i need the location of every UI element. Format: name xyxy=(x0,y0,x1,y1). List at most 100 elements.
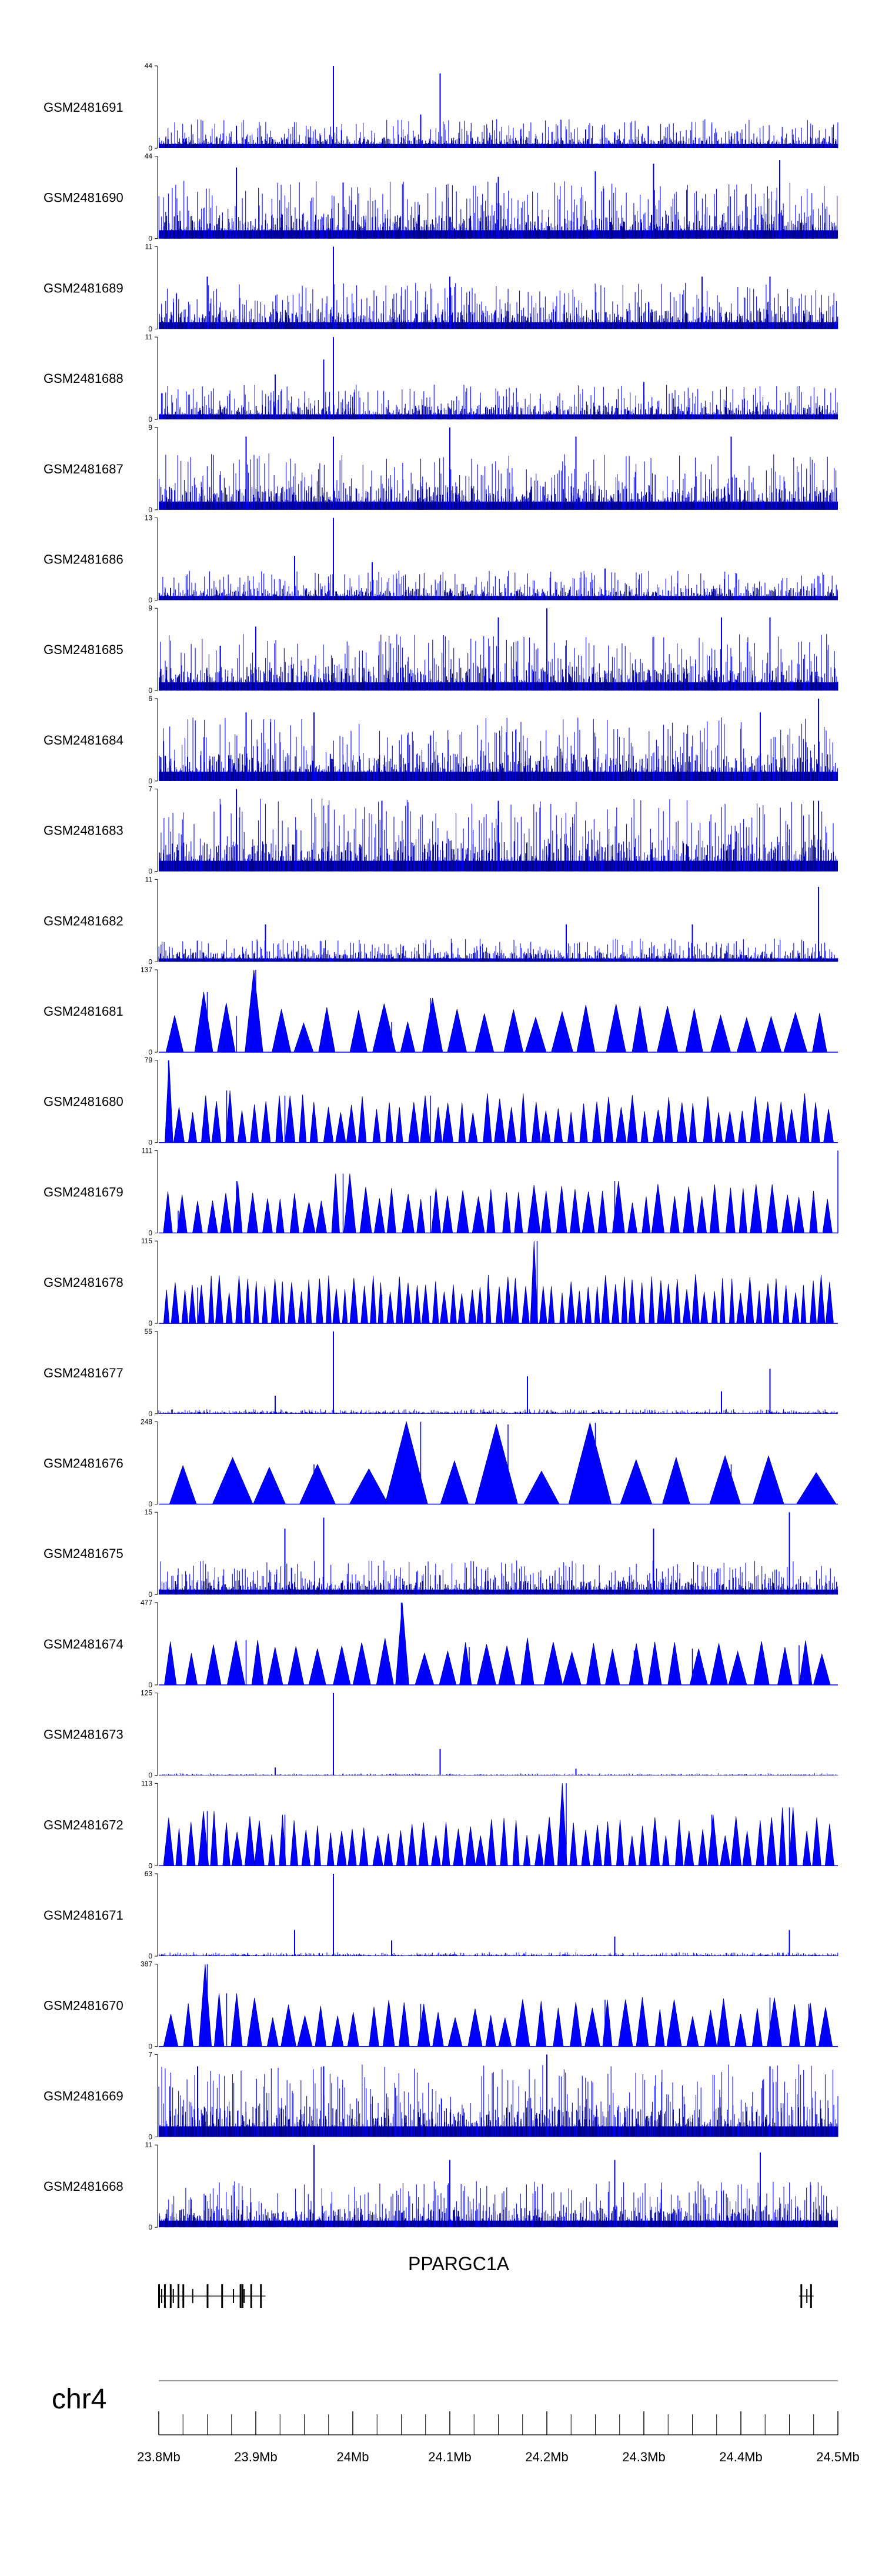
track-GSM2481684: GSM2481684 6 0 xyxy=(44,695,838,785)
y-max-label: 11 xyxy=(145,2141,153,2149)
x-tick-label: 24.1Mb xyxy=(428,2450,471,2464)
y-max-label: 11 xyxy=(145,333,153,341)
track-name: GSM2481688 xyxy=(44,371,123,386)
track-name: GSM2481684 xyxy=(44,733,123,748)
y-max-label: 115 xyxy=(141,1237,152,1245)
coverage-noise xyxy=(158,181,838,239)
track-GSM2481671: GSM2481671 63 0 xyxy=(44,1870,838,1960)
y-max-label: 11 xyxy=(145,875,153,883)
y-max-label: 13 xyxy=(145,514,153,522)
track-name: GSM2481687 xyxy=(44,462,123,476)
exon xyxy=(806,2289,808,2303)
exon xyxy=(239,2284,242,2308)
coverage-triangles xyxy=(169,1420,837,1504)
gene-track: PPARGC1A xyxy=(158,2253,814,2308)
coverage-noise-dark xyxy=(159,840,834,872)
track-GSM2481691: GSM2481691 44 0 xyxy=(44,62,838,152)
track-GSM2481673: GSM2481673 125 0 xyxy=(44,1689,838,1780)
track-name: GSM2481674 xyxy=(44,1637,123,1651)
coverage-noise xyxy=(159,282,837,329)
track-name: GSM2481668 xyxy=(44,2179,123,2194)
track-GSM2481687: GSM2481687 9 0 xyxy=(44,423,838,514)
track-name: GSM2481689 xyxy=(44,281,123,295)
coverage-noise-dark xyxy=(159,666,838,691)
y-zero-label: 0 xyxy=(148,415,152,423)
chromosome-label: chr4 xyxy=(52,2384,106,2415)
coverage-baseline xyxy=(159,958,838,962)
exon xyxy=(810,2284,812,2308)
y-zero-label: 0 xyxy=(148,1048,152,1056)
coverage-noise xyxy=(159,453,837,510)
track-GSM2481670: GSM2481670 387 0 xyxy=(44,1960,838,2051)
track-name: GSM2481678 xyxy=(44,1275,123,1290)
coverage-baseline xyxy=(159,1775,838,1776)
exon xyxy=(250,2284,252,2308)
track-name: GSM2481691 xyxy=(44,100,123,115)
coverage-noise-dark xyxy=(164,214,837,239)
track-name: GSM2481669 xyxy=(44,2088,123,2103)
y-max-label: 9 xyxy=(148,423,152,432)
track-GSM2481683: GSM2481683 7 0 xyxy=(44,785,838,876)
track-GSM2481672: GSM2481672 113 0 xyxy=(44,1779,838,1870)
x-tick-label: 24.2Mb xyxy=(525,2450,568,2464)
coverage-triangles xyxy=(163,1173,833,1233)
y-max-label: 15 xyxy=(145,1508,153,1516)
coverage-noise-dark xyxy=(159,136,837,148)
coverage-noise xyxy=(159,1560,838,1595)
exon xyxy=(161,2289,162,2303)
track-name: GSM2481681 xyxy=(44,1004,123,1019)
y-max-label: 387 xyxy=(141,1960,152,1968)
gene-models xyxy=(158,2284,814,2308)
coverage-baseline xyxy=(159,2220,838,2228)
y-max-label: 125 xyxy=(141,1689,152,1697)
coverage-noise-dark xyxy=(161,309,838,329)
exon xyxy=(163,2284,166,2308)
y-zero-label: 0 xyxy=(148,2133,152,2141)
y-zero-label: 0 xyxy=(148,506,152,514)
coverage-noise-dark xyxy=(160,486,834,510)
y-max-label: 248 xyxy=(141,1418,152,1426)
y-zero-label: 0 xyxy=(148,777,152,785)
track-name: GSM2481670 xyxy=(44,1998,123,2013)
coverage-noise-dark xyxy=(158,952,835,962)
coverage-noise-dark xyxy=(159,1774,833,1776)
exon xyxy=(800,2284,803,2308)
coverage-triangles xyxy=(165,969,827,1053)
y-max-label: 55 xyxy=(145,1327,153,1336)
y-zero-label: 0 xyxy=(148,325,152,333)
y-max-label: 44 xyxy=(145,152,153,161)
y-zero-label: 0 xyxy=(148,235,152,243)
track-GSM2481681: GSM2481681 137 0 xyxy=(44,966,838,1056)
y-zero-label: 0 xyxy=(148,1229,152,1237)
exon xyxy=(206,2284,209,2308)
y-max-label: 7 xyxy=(148,785,152,793)
track-GSM2481676: GSM2481676 248 0 xyxy=(44,1418,838,1509)
y-zero-label: 0 xyxy=(148,686,152,695)
track-GSM2481678: GSM2481678 115 0 xyxy=(44,1237,838,1327)
x-axis-ticks: 23.8Mb 23.9Mb 24Mb 24.1Mb 24.2Mb 24.3Mb 24.4Mb… xyxy=(137,2411,860,2464)
y-max-label: 113 xyxy=(141,1779,152,1787)
x-tick-label: 24.3Mb xyxy=(622,2450,665,2464)
exon xyxy=(158,2284,160,2308)
track-GSM2481689: GSM2481689 11 0 xyxy=(44,242,838,333)
y-max-label: 9 xyxy=(148,604,152,612)
track-GSM2481679: GSM2481679 111 0 xyxy=(44,1146,838,1237)
exon xyxy=(169,2284,172,2308)
y-zero-label: 0 xyxy=(148,1319,152,1327)
exon xyxy=(172,2289,174,2303)
track-GSM2481675: GSM2481675 15 0 xyxy=(44,1508,838,1599)
track-GSM2481682: GSM2481682 11 0 xyxy=(44,875,838,966)
track-name: GSM2481683 xyxy=(44,823,123,838)
coverage-triangles xyxy=(165,1060,834,1143)
y-zero-label: 0 xyxy=(148,1410,152,1418)
gene-cluster xyxy=(799,2284,814,2308)
track-GSM2481677: GSM2481677 55 0 xyxy=(44,1327,838,1418)
coverage-noise-dark xyxy=(159,1954,836,1956)
y-max-label: 7 xyxy=(148,2050,152,2058)
track-name: GSM2481677 xyxy=(44,1366,123,1380)
exon xyxy=(178,2284,179,2308)
track-name: GSM2481679 xyxy=(44,1184,123,1199)
coverage-noise-dark xyxy=(167,1580,837,1595)
coverage-baseline xyxy=(159,596,838,600)
